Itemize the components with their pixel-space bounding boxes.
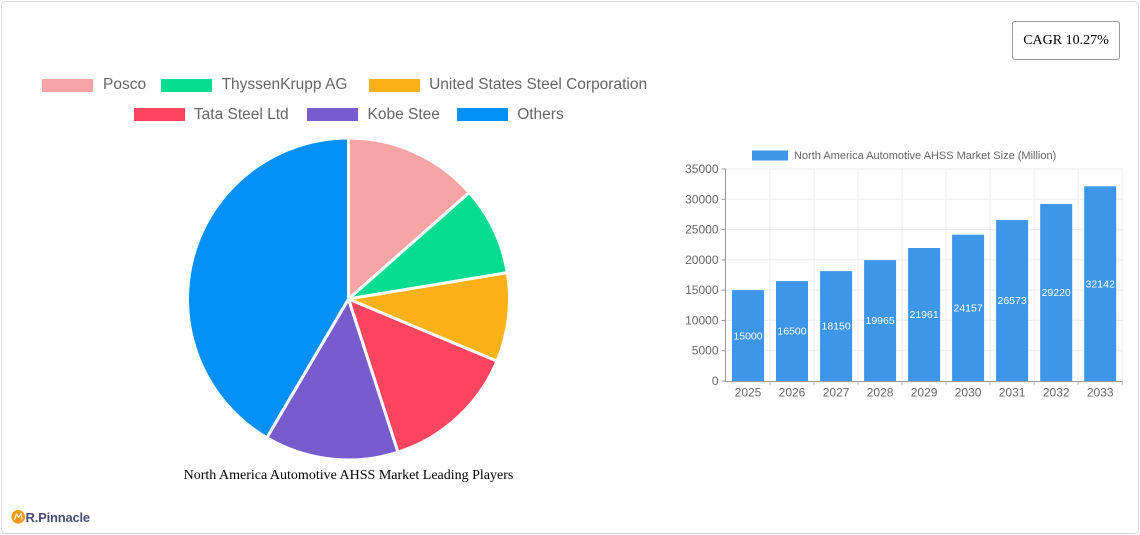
svg-text:North America Automotive AHSS: North America Automotive AHSS Market Siz… <box>794 150 1056 162</box>
svg-text:29220: 29220 <box>1042 287 1071 299</box>
svg-text:24157: 24157 <box>953 303 982 315</box>
svg-text:0: 0 <box>712 374 719 388</box>
svg-text:19965: 19965 <box>865 315 894 327</box>
svg-text:2025: 2025 <box>735 386 762 400</box>
svg-text:2026: 2026 <box>779 386 806 400</box>
svg-text:2031: 2031 <box>999 386 1026 400</box>
svg-text:5000: 5000 <box>692 344 719 358</box>
svg-text:10000: 10000 <box>685 313 719 327</box>
svg-text:26573: 26573 <box>997 295 1026 307</box>
svg-text:2027: 2027 <box>823 386 850 400</box>
svg-text:2032: 2032 <box>1043 386 1070 400</box>
svg-text:2030: 2030 <box>955 386 982 400</box>
svg-text:15000: 15000 <box>685 283 719 297</box>
svg-text:18150: 18150 <box>821 321 850 333</box>
svg-text:2029: 2029 <box>911 386 938 400</box>
svg-text:15000: 15000 <box>733 330 762 342</box>
svg-text:21961: 21961 <box>909 309 938 321</box>
svg-text:20000: 20000 <box>685 253 719 267</box>
svg-text:35000: 35000 <box>685 162 719 176</box>
svg-text:25000: 25000 <box>685 223 719 237</box>
svg-text:16500: 16500 <box>777 326 806 338</box>
svg-text:2033: 2033 <box>1087 386 1114 400</box>
svg-text:2028: 2028 <box>867 386 894 400</box>
svg-text:32142: 32142 <box>1086 278 1115 290</box>
svg-text:30000: 30000 <box>685 192 719 206</box>
